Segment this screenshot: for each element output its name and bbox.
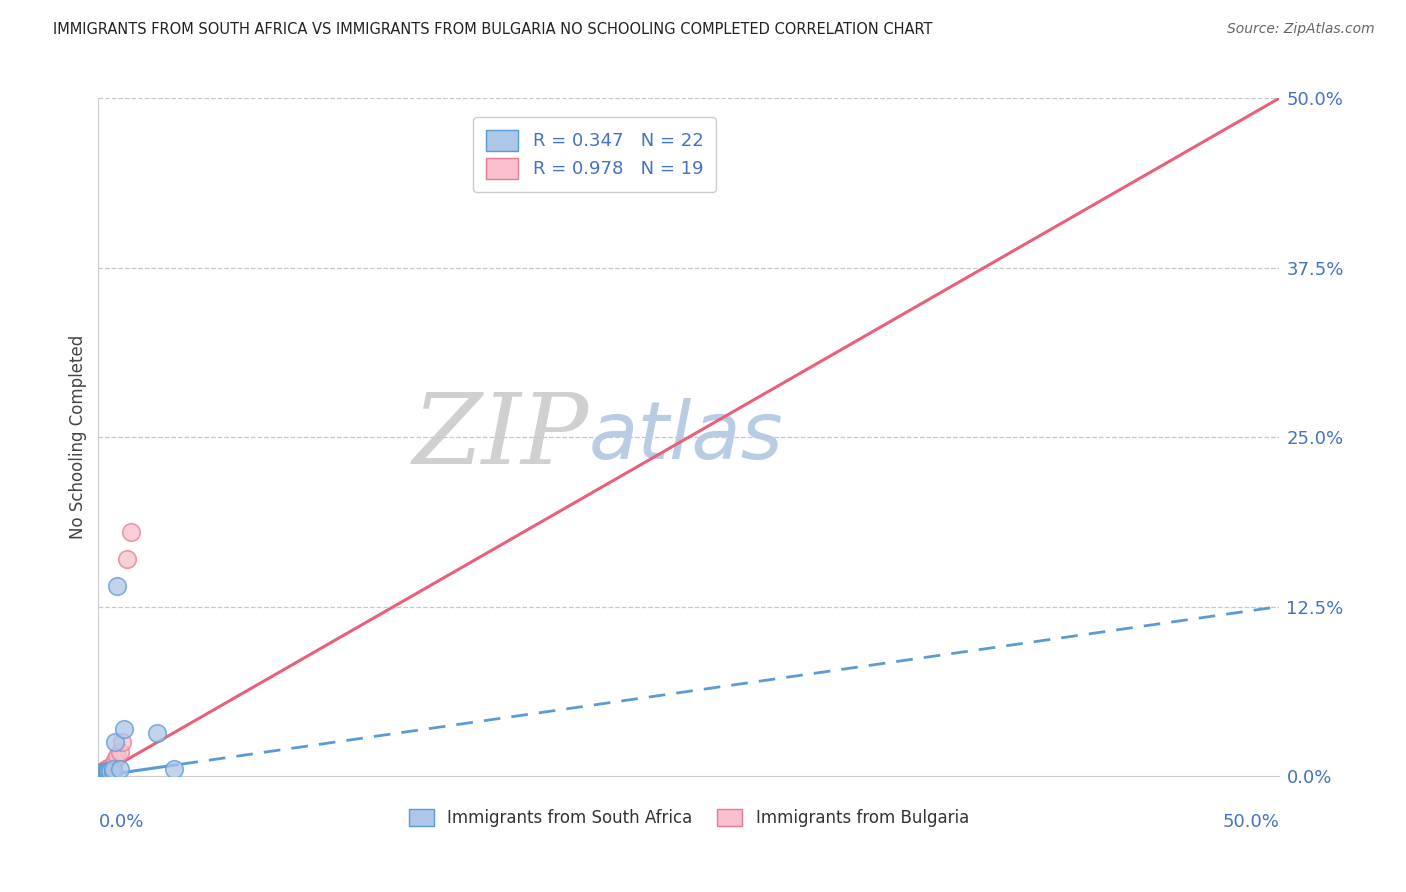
Point — [104, 753, 127, 767]
Point — [91, 764, 114, 779]
Point — [97, 764, 120, 778]
Point — [91, 767, 114, 781]
Point — [93, 766, 115, 780]
Text: atlas: atlas — [589, 398, 783, 476]
Point — [105, 748, 128, 763]
Point — [98, 764, 121, 778]
Point — [91, 764, 114, 779]
Point — [96, 766, 118, 780]
Legend: Immigrants from South Africa, Immigrants from Bulgaria: Immigrants from South Africa, Immigrants… — [401, 801, 977, 836]
Point — [101, 764, 124, 779]
Point — [89, 768, 111, 782]
Y-axis label: No Schooling Completed: No Schooling Completed — [69, 335, 87, 539]
Text: IMMIGRANTS FROM SOUTH AFRICA VS IMMIGRANTS FROM BULGARIA NO SCHOOLING COMPLETED : IMMIGRANTS FROM SOUTH AFRICA VS IMMIGRAN… — [53, 22, 934, 37]
Point — [108, 762, 131, 776]
Point — [90, 767, 112, 781]
Point — [121, 524, 143, 539]
Point — [90, 767, 112, 781]
Point — [146, 725, 169, 739]
Point — [98, 762, 121, 776]
Point — [89, 767, 111, 781]
Point — [97, 764, 120, 778]
Point — [91, 767, 114, 781]
Point — [115, 552, 138, 566]
Point — [111, 735, 134, 749]
Point — [94, 767, 117, 781]
Point — [101, 762, 124, 776]
Point — [101, 758, 124, 772]
Point — [94, 764, 117, 779]
Text: 0.0%: 0.0% — [98, 814, 143, 831]
Point — [98, 764, 121, 779]
Point — [90, 766, 112, 780]
Point — [97, 766, 120, 780]
Text: 50.0%: 50.0% — [1223, 814, 1279, 831]
Point — [94, 762, 117, 776]
Text: Source: ZipAtlas.com: Source: ZipAtlas.com — [1227, 22, 1375, 37]
Point — [91, 764, 114, 778]
Point — [94, 764, 117, 779]
Point — [90, 766, 112, 780]
Point — [104, 735, 127, 749]
Point — [112, 722, 135, 736]
Point — [91, 766, 114, 780]
Point — [105, 579, 128, 593]
Point — [163, 762, 186, 776]
Text: ZIP: ZIP — [412, 390, 589, 484]
Point — [108, 745, 131, 759]
Point — [97, 761, 120, 775]
Point — [98, 759, 121, 773]
